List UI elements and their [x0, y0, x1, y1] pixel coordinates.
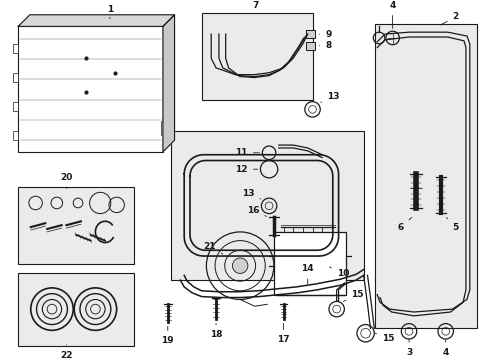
Text: 15: 15	[343, 290, 363, 301]
Bar	[18, 26, 163, 152]
Bar	[201, 13, 312, 100]
Text: 10: 10	[329, 267, 348, 278]
Bar	[273, 232, 346, 294]
Bar	[18, 273, 134, 346]
Text: 18: 18	[209, 324, 222, 339]
Bar	[305, 42, 315, 50]
Text: 3: 3	[405, 340, 411, 357]
Bar	[374, 24, 476, 328]
Text: 7: 7	[252, 1, 258, 10]
Text: 11: 11	[235, 148, 259, 157]
Bar	[13, 44, 18, 53]
Polygon shape	[18, 15, 174, 26]
Text: 15: 15	[374, 333, 394, 343]
Text: 21: 21	[203, 242, 223, 254]
Bar	[161, 121, 165, 135]
Bar	[170, 131, 363, 280]
Circle shape	[232, 258, 247, 273]
Text: 5: 5	[446, 217, 458, 231]
Bar	[13, 102, 18, 111]
Bar	[18, 186, 134, 264]
Text: 4: 4	[442, 340, 448, 357]
Text: 2: 2	[440, 12, 458, 25]
Text: 1: 1	[106, 5, 113, 19]
Text: 9: 9	[319, 30, 331, 39]
Bar	[13, 73, 18, 82]
Text: 13: 13	[320, 92, 339, 103]
Polygon shape	[163, 15, 174, 152]
Bar	[305, 30, 315, 38]
Text: 20: 20	[60, 173, 73, 189]
Text: 14: 14	[301, 264, 313, 284]
Text: 13: 13	[242, 189, 260, 199]
Text: 22: 22	[60, 345, 73, 360]
Text: 12: 12	[235, 165, 257, 174]
Text: 4: 4	[388, 1, 395, 28]
Text: 16: 16	[246, 206, 266, 216]
Text: 19: 19	[161, 327, 174, 345]
Text: 17: 17	[277, 324, 289, 344]
Bar	[13, 131, 18, 140]
Text: 6: 6	[397, 217, 411, 231]
Text: 8: 8	[319, 41, 331, 50]
